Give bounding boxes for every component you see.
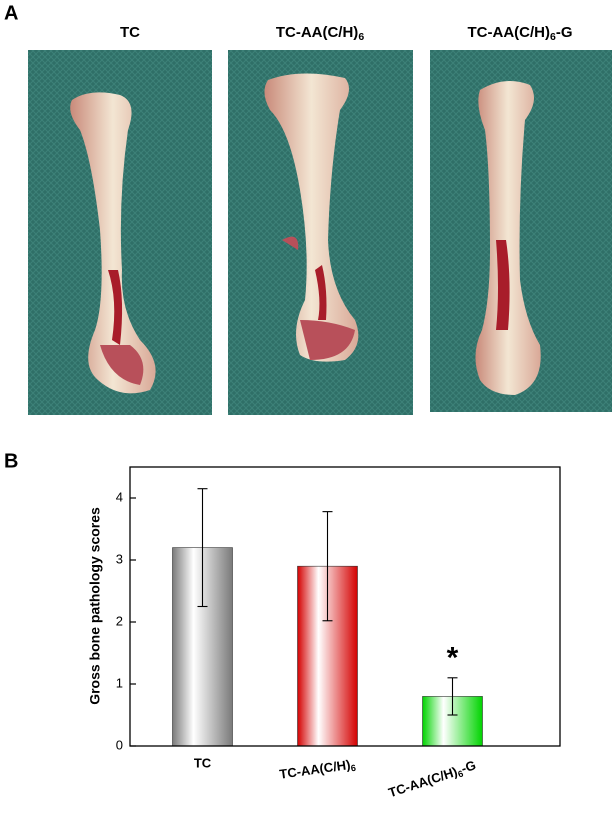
y-axis-label: Gross bone pathology scores: [87, 507, 103, 705]
photo-title: TC-AA(C/H)6: [276, 24, 364, 43]
plot: 0 1 2 3 4 TC TC-AA(C/H)6 TC-AA(C/H)6-G *: [116, 488, 483, 802]
plot-frame: [129, 466, 561, 747]
y-tick-label: 0: [116, 737, 123, 752]
photo: [28, 50, 212, 415]
panel-label: B: [4, 450, 18, 472]
photo: [228, 50, 413, 415]
panel-label: A: [4, 2, 18, 24]
y-tick-label: 2: [116, 613, 123, 628]
x-tick-label: TC-AA(C/H)6: [278, 756, 356, 783]
photo-title: TC: [120, 24, 140, 41]
y-tick-label: 4: [116, 489, 123, 504]
photo-title: TC-AA(C/H)6-G: [468, 24, 573, 43]
y-tick-label: 3: [116, 551, 123, 566]
significance-marker: *: [447, 642, 459, 675]
y-tick-label: 1: [116, 675, 123, 690]
x-tick-label: TC: [194, 755, 212, 770]
photo: [430, 50, 612, 412]
x-tick-label: TC-AA(C/H)6-G: [387, 758, 479, 802]
